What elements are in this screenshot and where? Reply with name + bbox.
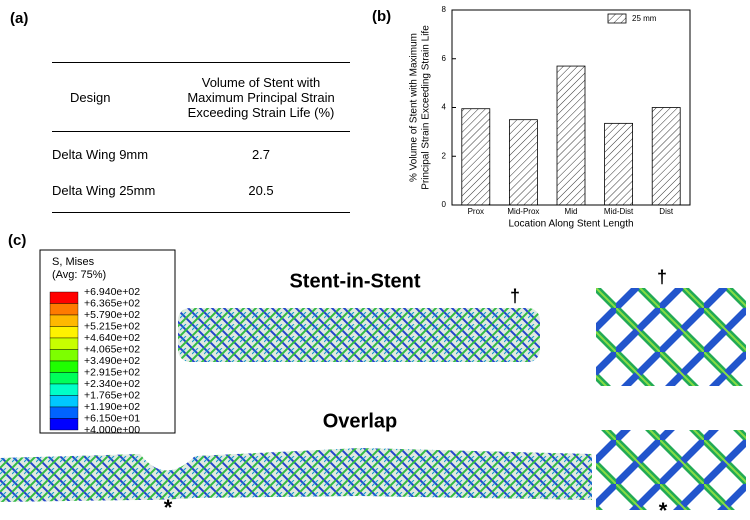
legend-band [49,406,79,419]
legend-band [49,383,79,396]
bar [461,108,491,206]
image-mark: * [164,495,173,520]
table: Design Volume of Stent with Maximum Prin… [52,62,350,213]
x-axis-label: Location Along Stent Length [508,219,633,230]
y-axis-label: Principal Strain Exceeding Strain Life [421,25,432,190]
stent-detail-image [596,430,746,510]
legend-band [49,360,79,373]
x-tick-label: Dist [659,207,674,216]
y-tick-label: 0 [442,200,447,209]
y-tick-label: 6 [442,54,447,63]
y-tick-label: 8 [442,5,447,14]
legend-title: S, Mises [52,256,95,268]
legend-band [49,395,79,408]
legend-level: +2.340e+02 [84,378,140,390]
table-row: Delta Wing 9mm 2.7 [52,136,350,172]
stent-image [0,448,592,502]
bar [651,107,681,206]
y-tick-label: 4 [442,103,447,112]
stent-image [178,308,540,362]
legend-band [49,337,79,350]
table-header: Design Volume of Stent with Maximum Prin… [52,63,350,132]
legend-level: +6.940e+02 [84,286,140,298]
legend-band [49,303,79,316]
x-tick-label: Mid-Prox [507,207,539,216]
bar [556,65,586,206]
panel-label: (a) [10,10,29,27]
legend-level: +1.190e+02 [84,401,140,413]
legend-band [49,291,79,304]
cell: Delta Wing 9mm [52,146,149,162]
legend-level: +3.490e+02 [84,355,140,367]
header-cell: Volume of Stent with Maximum Principal S… [187,74,335,120]
table-row: Delta Wing 25mm 20.5 [52,172,350,208]
header-cell: Design [70,89,111,105]
x-tick-label: Prox [468,207,484,216]
legend-level: +5.790e+02 [84,309,140,321]
bar [604,122,633,206]
cell: Delta Wing 25mm [52,182,156,198]
legend-level: +5.215e+02 [84,320,140,332]
legend-band [49,372,79,385]
x-tick-label: Mid [565,207,578,216]
legend-level: +2.915e+02 [84,366,140,378]
bar [508,119,538,206]
image-title: Stent-in-Stent [289,270,420,292]
y-axis-label: % Volume of Stent with Maximum [409,33,420,182]
image-title: Overlap [323,410,397,432]
legend-title: (Avg: 75%) [52,269,106,281]
panel-label: (b) [372,8,392,25]
legend-band [49,418,79,431]
stent-detail-image [596,288,746,386]
legend-level: +4.065e+02 [84,343,140,355]
legend-band [49,326,79,339]
cell: 20.5 [248,182,274,198]
legend-swatch [607,13,627,24]
legend-label: 25 mm [632,14,657,23]
legend-band [49,314,79,327]
image-mark: * [659,498,668,520]
y-tick-label: 2 [442,151,447,160]
x-tick-label: Mid-Dist [604,207,634,216]
legend-band [49,349,79,362]
legend-level: +6.365e+02 [84,297,140,309]
legend-level: +6.150e+01 [84,412,140,424]
legend-level: +4.640e+02 [84,332,140,344]
legend-level: +1.765e+02 [84,389,140,401]
cell: 2.7 [251,146,271,162]
legend-level: +4.000e+00 [84,424,140,436]
panel-label: (c) [8,232,27,249]
image-mark: † [510,286,520,306]
image-mark: † [657,267,667,287]
